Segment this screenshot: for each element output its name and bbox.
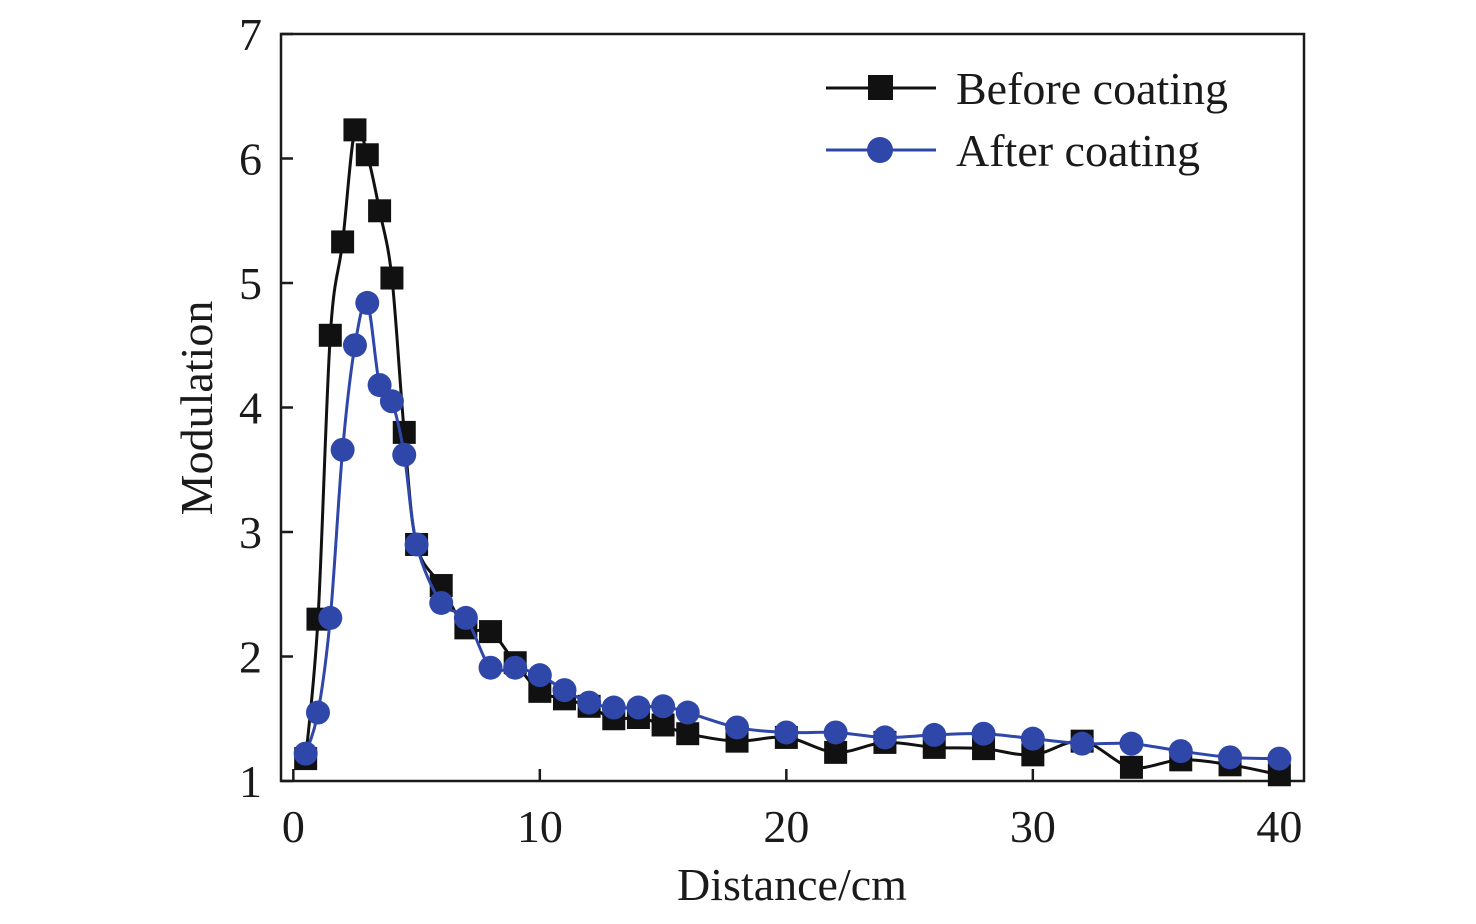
legend-label-after-coating: After coating: [956, 125, 1200, 176]
y-axis-title: Modulation: [171, 301, 222, 516]
data-point-after-coating: [342, 333, 367, 358]
data-point-after-coating: [355, 290, 380, 315]
data-point-after-coating: [872, 725, 897, 750]
data-point-before-coating: [392, 420, 416, 444]
x-tick-label: 0: [282, 801, 305, 852]
data-point-after-coating: [379, 389, 404, 414]
data-point-after-coating: [1070, 731, 1095, 756]
data-point-before-coating: [1119, 755, 1143, 779]
data-point-after-coating: [922, 722, 947, 747]
data-point-after-coating: [577, 690, 602, 715]
legend-item-before-coating: Before coating: [826, 63, 1228, 114]
data-point-before-coating: [331, 230, 355, 254]
data-point-after-coating: [1119, 731, 1144, 756]
data-point-after-coating: [392, 442, 417, 467]
data-point-after-coating: [601, 695, 626, 720]
data-point-before-coating: [355, 143, 379, 167]
legend-item-after-coating: After coating: [826, 125, 1200, 176]
data-point-after-coating: [1168, 739, 1193, 764]
y-tick-label: 3: [239, 507, 262, 558]
x-tick-label: 30: [1010, 801, 1056, 852]
y-tick-label: 4: [239, 383, 262, 434]
data-point-before-coating: [318, 323, 342, 347]
series-before-coating: [294, 118, 1291, 787]
data-point-after-coating: [675, 700, 700, 725]
series-layer: [293, 118, 1292, 787]
data-point-after-coating: [305, 700, 330, 725]
y-tick-label: 2: [239, 632, 262, 683]
data-point-after-coating: [293, 741, 318, 766]
y-tick-label: 7: [239, 9, 262, 60]
data-point-before-coating: [479, 620, 503, 644]
data-point-after-coating: [774, 720, 799, 745]
x-tick-label: 40: [1256, 801, 1302, 852]
data-point-after-coating: [478, 655, 503, 680]
legend: Before coating After coating: [826, 63, 1228, 176]
legend-label-before-coating: Before coating: [956, 63, 1228, 114]
data-point-before-coating: [368, 199, 392, 223]
data-point-after-coating: [626, 695, 651, 720]
data-point-after-coating: [725, 715, 750, 740]
data-point-after-coating: [552, 678, 577, 703]
tick-labels: 0 10 20 30 40 1 2 3 4 5 6 7: [239, 9, 1302, 852]
data-point-before-coating: [343, 118, 367, 142]
legend-marker-circle: [867, 137, 893, 163]
series-line-before-coating: [304, 124, 1280, 777]
y-tick-label: 5: [239, 258, 262, 309]
data-point-before-coating: [380, 266, 404, 290]
series-after-coating: [293, 290, 1292, 771]
data-point-before-coating: [676, 722, 700, 746]
data-point-after-coating: [651, 694, 676, 719]
data-point-before-coating: [651, 713, 675, 737]
legend-marker-square: [868, 75, 893, 100]
data-point-after-coating: [453, 605, 478, 630]
x-tick-label: 10: [517, 801, 563, 852]
data-point-after-coating: [330, 437, 355, 462]
data-point-after-coating: [527, 663, 552, 688]
data-point-after-coating: [823, 720, 848, 745]
data-point-after-coating: [971, 721, 996, 746]
x-axis-title: Distance/cm: [677, 859, 907, 910]
data-point-after-coating: [429, 590, 454, 615]
data-point-after-coating: [318, 605, 343, 630]
x-tick-label: 20: [763, 801, 809, 852]
series-line-after-coating: [304, 300, 1280, 761]
data-point-after-coating: [503, 655, 528, 680]
y-tick-label: 1: [239, 756, 262, 807]
data-point-before-coating: [824, 740, 848, 764]
data-point-after-coating: [1020, 726, 1045, 751]
data-point-after-coating: [1218, 745, 1243, 770]
data-point-after-coating: [1267, 746, 1292, 771]
data-point-after-coating: [404, 532, 429, 557]
y-tick-label: 6: [239, 134, 262, 185]
